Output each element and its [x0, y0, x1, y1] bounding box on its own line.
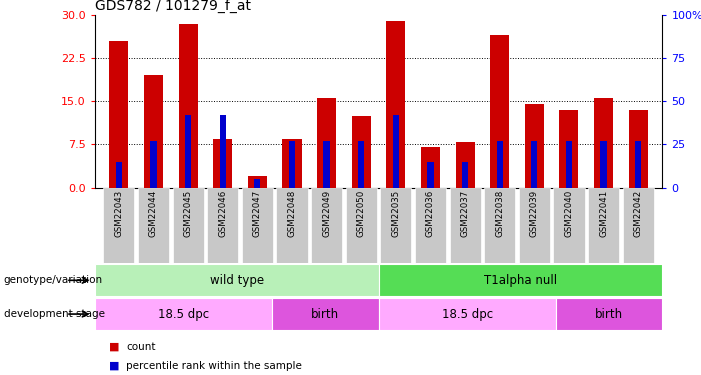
Bar: [393, 115, 399, 188]
Text: GSM22048: GSM22048: [287, 190, 297, 237]
Bar: [323, 141, 329, 188]
Bar: [635, 141, 641, 188]
Text: GSM22036: GSM22036: [426, 190, 435, 237]
Text: percentile rank within the sample: percentile rank within the sample: [126, 361, 302, 370]
Bar: [456, 141, 475, 188]
Bar: [380, 188, 411, 262]
Text: GSM22041: GSM22041: [599, 190, 608, 237]
Bar: [421, 147, 440, 188]
Text: GSM22047: GSM22047: [253, 190, 262, 237]
Bar: [352, 116, 371, 188]
Bar: [272, 298, 379, 330]
Bar: [559, 110, 578, 188]
Bar: [95, 298, 272, 330]
Bar: [449, 188, 481, 262]
Bar: [116, 162, 122, 188]
Bar: [531, 141, 538, 188]
Bar: [553, 188, 585, 262]
Bar: [496, 141, 503, 188]
Bar: [379, 298, 556, 330]
Bar: [566, 141, 572, 188]
Bar: [144, 75, 163, 188]
Text: GDS782 / 101279_f_at: GDS782 / 101279_f_at: [95, 0, 251, 13]
Bar: [276, 188, 308, 262]
Bar: [289, 141, 295, 188]
Bar: [601, 141, 606, 188]
Text: birth: birth: [595, 308, 623, 321]
Text: genotype/variation: genotype/variation: [4, 275, 102, 285]
Text: GSM22038: GSM22038: [495, 190, 504, 237]
Text: GSM22050: GSM22050: [357, 190, 366, 237]
Bar: [283, 139, 301, 188]
Bar: [219, 115, 226, 188]
Bar: [588, 188, 619, 262]
Bar: [379, 264, 662, 296]
Bar: [525, 104, 544, 188]
Bar: [138, 188, 169, 262]
Text: GSM22037: GSM22037: [461, 190, 470, 237]
Bar: [386, 21, 405, 188]
Bar: [622, 188, 654, 262]
Bar: [519, 188, 550, 262]
Text: GSM22049: GSM22049: [322, 190, 331, 237]
Bar: [556, 298, 662, 330]
Bar: [346, 188, 377, 262]
Bar: [311, 188, 342, 262]
Text: 18.5 dpc: 18.5 dpc: [158, 308, 209, 321]
Bar: [594, 98, 613, 188]
Bar: [172, 188, 204, 262]
Bar: [103, 188, 135, 262]
Text: GSM22043: GSM22043: [114, 190, 123, 237]
Text: ■: ■: [109, 361, 119, 370]
Text: T1alpha null: T1alpha null: [484, 274, 557, 287]
Text: GSM22042: GSM22042: [634, 190, 643, 237]
Bar: [95, 264, 379, 296]
Text: birth: birth: [311, 308, 339, 321]
Bar: [415, 188, 446, 262]
Bar: [462, 162, 468, 188]
Text: count: count: [126, 342, 156, 352]
Bar: [248, 176, 267, 188]
Text: GSM22040: GSM22040: [564, 190, 573, 237]
Bar: [242, 188, 273, 262]
Text: GSM22046: GSM22046: [218, 190, 227, 237]
Bar: [484, 188, 515, 262]
Bar: [185, 115, 191, 188]
Text: GSM22044: GSM22044: [149, 190, 158, 237]
Bar: [151, 141, 156, 188]
Bar: [490, 35, 509, 188]
Bar: [109, 41, 128, 188]
Text: 18.5 dpc: 18.5 dpc: [442, 308, 493, 321]
Bar: [358, 141, 365, 188]
Bar: [179, 24, 198, 188]
Text: GSM22045: GSM22045: [184, 190, 193, 237]
Bar: [629, 110, 648, 188]
Text: GSM22039: GSM22039: [530, 190, 539, 237]
Bar: [207, 188, 238, 262]
Bar: [254, 179, 261, 188]
Text: ■: ■: [109, 342, 119, 352]
Bar: [213, 139, 232, 188]
Text: GSM22035: GSM22035: [391, 190, 400, 237]
Text: wild type: wild type: [210, 274, 264, 287]
Bar: [317, 98, 336, 188]
Text: development stage: development stage: [4, 309, 104, 319]
Bar: [428, 162, 434, 188]
